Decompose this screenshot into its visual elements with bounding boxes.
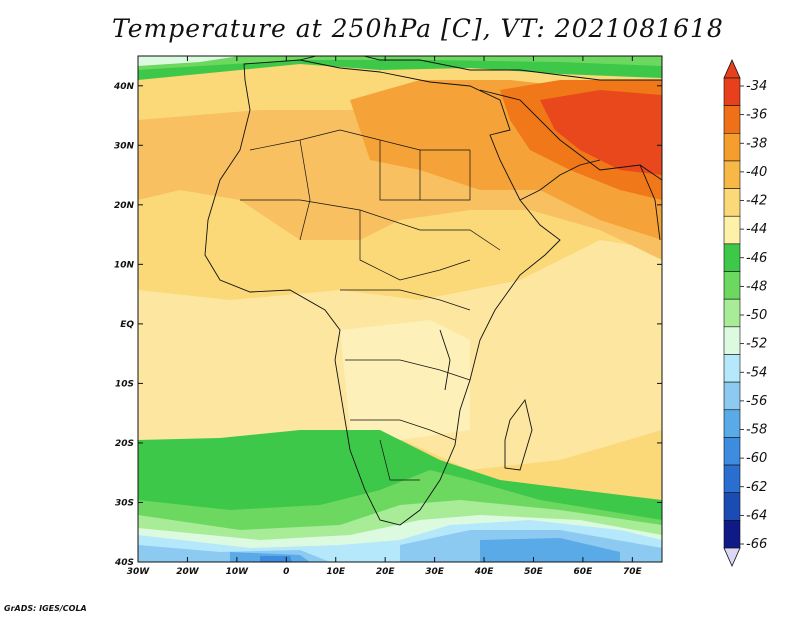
colorbar-segment bbox=[723, 409, 741, 438]
great-lakes bbox=[439, 329, 451, 391]
border-north bbox=[249, 129, 470, 151]
colorbar-label: -44 bbox=[746, 222, 767, 237]
map-frame bbox=[137, 55, 663, 563]
colorbar-segment bbox=[723, 160, 741, 189]
colorbar-segment bbox=[723, 354, 741, 383]
lat-tick-label: EQ bbox=[120, 320, 134, 330]
grads-credit: GrADS: IGES/COLA bbox=[4, 604, 87, 613]
lon-tick-label: 30W bbox=[127, 567, 151, 577]
arabia-iran-coast bbox=[479, 89, 662, 181]
colorbar-label: -46 bbox=[746, 251, 767, 266]
colorbar-label: -66 bbox=[746, 537, 767, 552]
colorbar: -34 -36 -38 -40 -42 -44 -46 -48 -50 -52 -54 -56 -58 -… bbox=[723, 59, 767, 567]
colorbar-segment bbox=[723, 326, 741, 355]
colorbar-segment bbox=[723, 188, 741, 217]
lat-tick-label: 40S bbox=[114, 558, 134, 568]
lon-tick-label: 40E bbox=[474, 567, 495, 577]
colorbar-label: -56 bbox=[746, 394, 767, 409]
lat-tick-label: 10S bbox=[115, 379, 134, 389]
longitude-axis: 30W 20W 10W 0 10E 20E 30E 40E 50E 60E 70E bbox=[127, 56, 643, 577]
colorbar-label: -52 bbox=[746, 337, 767, 352]
colorbar-segment bbox=[723, 298, 741, 328]
border-chad-sudan bbox=[359, 210, 471, 281]
map-title: Temperature at 250hPa [C], VT: 202108161… bbox=[112, 14, 724, 43]
lat-tick-label: 30N bbox=[114, 141, 135, 151]
colorbar-segment bbox=[723, 520, 741, 549]
lon-tick-label: 20W bbox=[176, 567, 200, 577]
colorbar-label: -50 bbox=[746, 308, 767, 323]
temperature-field bbox=[138, 56, 662, 562]
mediterranean-coast bbox=[299, 56, 662, 81]
field-top-green-light bbox=[138, 56, 662, 70]
border-sahel bbox=[240, 199, 501, 251]
colorbar-segment bbox=[723, 105, 741, 134]
colorbar-segment bbox=[723, 215, 741, 245]
field-north-band-34 bbox=[540, 90, 662, 175]
colorbar-label: -42 bbox=[746, 194, 767, 209]
lon-tick-label: 0 bbox=[283, 567, 289, 577]
colorbar-label: -36 bbox=[746, 108, 767, 123]
country-borders bbox=[240, 129, 501, 481]
lat-tick-label: 10N bbox=[114, 260, 135, 270]
border-central bbox=[340, 289, 471, 311]
lon-tick-label: 70E bbox=[623, 567, 643, 577]
africa-coastline bbox=[204, 59, 561, 526]
colorbar-segment bbox=[723, 464, 741, 494]
colorbar-segment bbox=[723, 132, 741, 162]
colorbar-label: -58 bbox=[746, 423, 767, 438]
lon-tick-label: 10W bbox=[226, 567, 250, 577]
field-southern-africa-pale bbox=[340, 320, 470, 440]
border-drc-south bbox=[345, 359, 471, 381]
border-botswana bbox=[379, 439, 420, 481]
colorbar-top-arrow bbox=[723, 59, 741, 79]
colorbar-bottom-arrow bbox=[723, 547, 741, 567]
lon-tick-label: 50E bbox=[524, 567, 544, 577]
border-libya bbox=[379, 140, 421, 201]
colorbar-label: -60 bbox=[746, 451, 767, 466]
lon-tick-label: 60E bbox=[574, 567, 594, 577]
lat-tick-label: 20S bbox=[115, 439, 134, 449]
colorbar-segment bbox=[723, 243, 741, 272]
latitude-axis: 40N 30N 20N 10N EQ 10S 20S 30S 40S bbox=[113, 82, 662, 568]
colorbar-label: -38 bbox=[746, 136, 767, 151]
colorbar-segment bbox=[723, 437, 741, 466]
colorbar-label: -48 bbox=[746, 279, 767, 294]
colorbar-segment bbox=[723, 492, 741, 521]
colorbar-segment bbox=[723, 381, 741, 411]
field-south-band-60 bbox=[260, 556, 292, 562]
lat-tick-label: 20N bbox=[114, 201, 135, 211]
border-southern bbox=[350, 419, 456, 441]
madagascar-coastline bbox=[504, 398, 533, 471]
border-algeria-mali bbox=[299, 139, 311, 241]
colorbar-label: -40 bbox=[746, 165, 767, 180]
lat-tick-label: 40N bbox=[113, 82, 135, 92]
colorbar-segment bbox=[723, 77, 741, 106]
border-egypt-sudan bbox=[420, 150, 471, 201]
colorbar-label: -54 bbox=[746, 365, 767, 380]
colorbar-label: -62 bbox=[746, 480, 767, 495]
lon-tick-label: 10E bbox=[326, 567, 346, 577]
lon-tick-label: 30E bbox=[425, 567, 445, 577]
colorbar-label: -34 bbox=[746, 79, 767, 94]
colorbar-segment bbox=[723, 271, 741, 300]
arabian-sea-coast bbox=[519, 159, 601, 201]
coastlines bbox=[204, 56, 662, 526]
lon-tick-label: 20E bbox=[376, 567, 396, 577]
lat-tick-label: 30S bbox=[115, 498, 134, 508]
field-top-corner bbox=[138, 56, 240, 66]
field-south-band-58 bbox=[230, 538, 620, 562]
india-coast bbox=[639, 164, 661, 241]
colorbar-label: -64 bbox=[746, 508, 767, 523]
